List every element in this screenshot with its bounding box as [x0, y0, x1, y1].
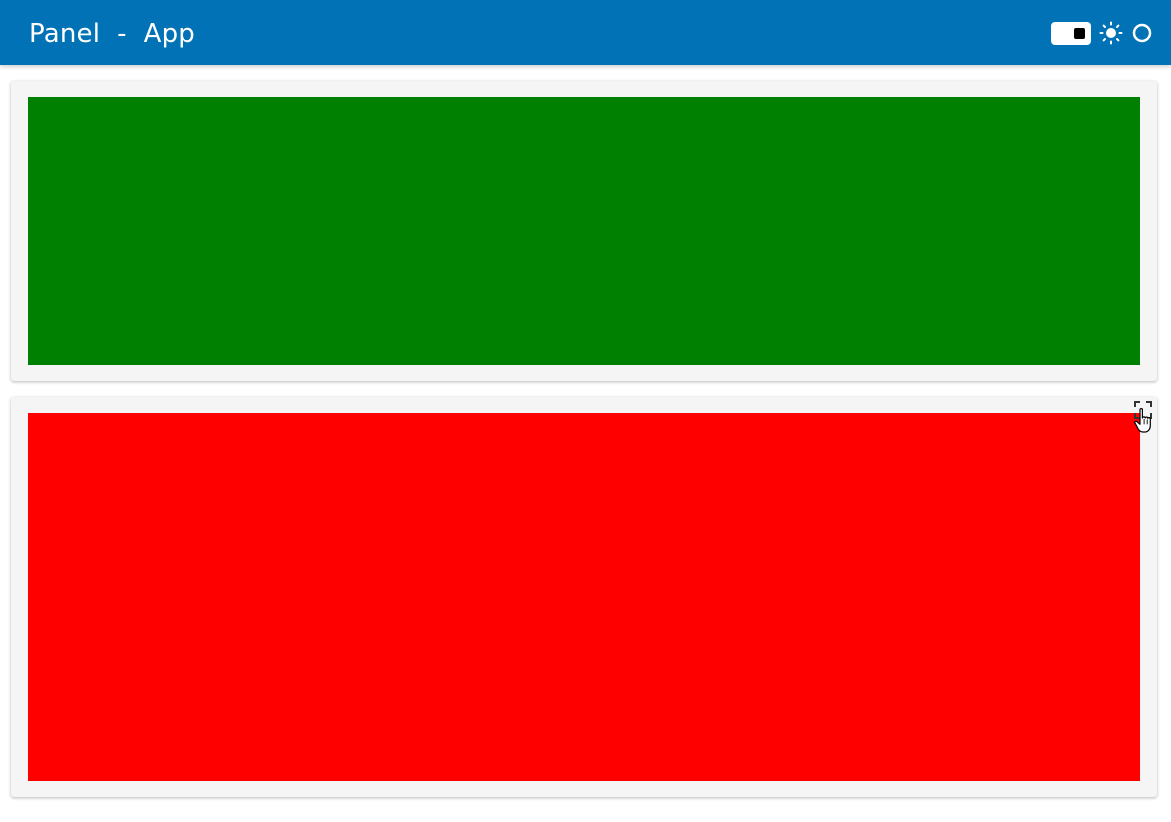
panel-card-1: [11, 81, 1157, 381]
header-controls: [1051, 20, 1153, 46]
toggle-knob: [1074, 27, 1085, 39]
fullscreen-button[interactable]: [1132, 399, 1154, 421]
app-header: Panel - App: [0, 0, 1171, 65]
panel-card-2: [11, 397, 1157, 797]
theme-toggle-switch[interactable]: [1051, 21, 1091, 45]
app-title: Panel - App: [29, 19, 195, 49]
fullscreen-icon: [1134, 401, 1152, 419]
green-panel: [28, 97, 1140, 365]
sun-icon: [1099, 21, 1123, 45]
red-panel: [28, 413, 1140, 781]
circle-icon[interactable]: [1131, 22, 1153, 44]
